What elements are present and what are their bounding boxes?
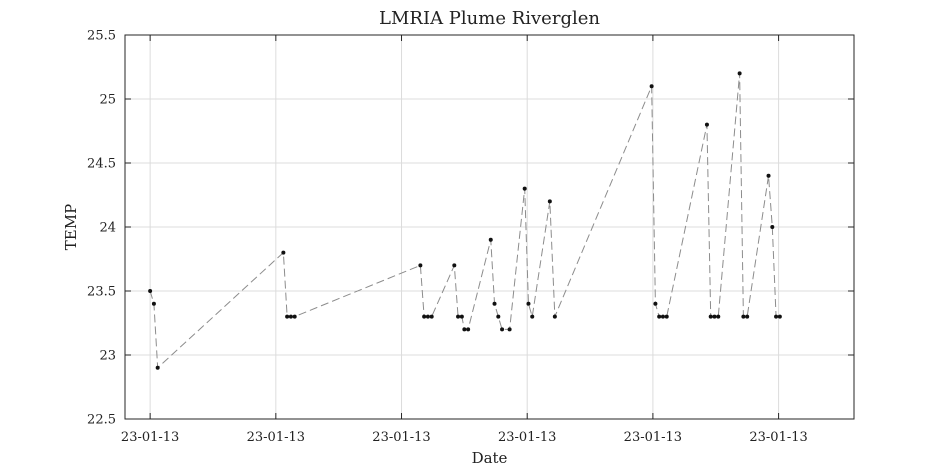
data-point: [456, 314, 461, 319]
data-point: [657, 314, 662, 319]
data-point: [530, 314, 535, 319]
data-point: [466, 327, 471, 332]
data-point: [716, 314, 721, 319]
data-point: [488, 237, 493, 242]
series-line: [149, 73, 780, 369]
data-point: [766, 173, 771, 178]
data-point: [148, 289, 153, 293]
y-tick-label: 22.5: [87, 413, 116, 428]
x-tick-label: 23-01-13: [247, 430, 305, 445]
data-point: [151, 301, 156, 306]
data-point: [653, 301, 658, 306]
data-point: [741, 314, 746, 319]
data-point: [552, 314, 557, 319]
y-tick-labels: 22.5 23 23.5 24 24.5 25 25.5: [87, 29, 116, 428]
y-tick-label: 24: [99, 221, 116, 236]
data-point: [462, 327, 467, 332]
data-point: [547, 199, 552, 204]
data-point: [459, 314, 464, 319]
x-tick-label: 23-01-13: [372, 430, 430, 445]
chart-title: LMRIA Plume Riverglen: [379, 8, 600, 29]
grid-lines: [125, 34, 854, 420]
data-point: [292, 314, 297, 319]
data-point: [712, 314, 717, 319]
y-tick-label: 23: [99, 349, 116, 364]
y-tick-label: 23.5: [87, 285, 116, 300]
data-point: [708, 314, 713, 319]
data-point: [496, 314, 501, 319]
data-point: [770, 225, 775, 229]
data-point: [737, 71, 742, 76]
data-point: [418, 263, 423, 268]
y-tick-label: 25.5: [87, 29, 116, 44]
y-axis-label: TEMP: [62, 204, 80, 250]
x-tick-label: 23-01-13: [749, 430, 807, 445]
data-point: [774, 314, 779, 319]
data-point: [155, 365, 160, 370]
series-points: [148, 71, 782, 370]
data-point: [285, 314, 290, 319]
x-tick-label: 23-01-13: [498, 430, 556, 445]
y-tick-label: 25: [99, 93, 116, 108]
axis-ticks: [125, 34, 854, 420]
data-point: [452, 263, 457, 268]
data-point: [526, 301, 531, 306]
x-axis-label: Date: [472, 449, 508, 467]
data-point: [660, 314, 665, 319]
data-point: [664, 314, 669, 319]
x-tick-labels: 23-01-13 23-01-13 23-01-13 23-01-13 23-01-13…: [121, 430, 808, 445]
data-point: [777, 314, 782, 319]
data-point: [429, 314, 434, 319]
x-tick-label: 23-01-13: [624, 430, 682, 445]
data-point: [507, 327, 512, 332]
data-point: [492, 301, 497, 306]
data-point: [500, 327, 505, 332]
data-point: [522, 186, 527, 191]
x-tick-label: 23-01-13: [121, 430, 179, 445]
data-point: [422, 314, 427, 319]
data-point: [425, 314, 430, 319]
y-tick-label: 24.5: [87, 157, 116, 172]
data-point: [281, 250, 286, 255]
data-point: [745, 314, 750, 319]
data-point: [288, 314, 293, 319]
data-point: [704, 122, 709, 127]
data-point: [649, 84, 654, 89]
